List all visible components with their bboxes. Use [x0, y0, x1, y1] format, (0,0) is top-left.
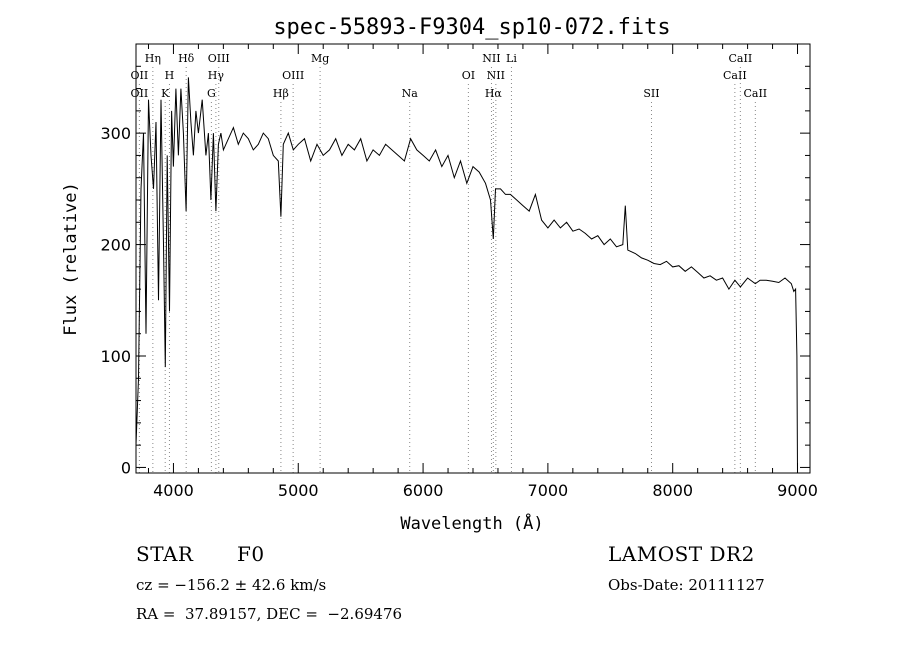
survey-name: LAMOST DR2	[608, 542, 755, 566]
redshift-velocity: cz = −156.2 ± 42.6 km/s	[136, 576, 327, 594]
x-tick-label: 7000	[528, 481, 569, 500]
line-marker-label: OIII	[208, 52, 230, 65]
line-marker-label: CaII	[723, 69, 747, 82]
observation-date: Obs-Date: 20111127	[608, 576, 765, 594]
spectrum-line	[135, 77, 798, 474]
y-tick-label: 300	[100, 124, 131, 143]
y-tick-label: 200	[100, 236, 131, 255]
x-axis-title: Wavelength (Å)	[400, 512, 543, 534]
x-tick-label: 4000	[153, 481, 194, 500]
line-marker-label: NII	[487, 69, 505, 82]
line-marker-label: Hγ	[208, 69, 225, 82]
x-tick-label: 6000	[403, 481, 444, 500]
line-marker-label: OIII	[282, 69, 304, 82]
line-marker-label: OI	[462, 69, 475, 82]
line-marker-label: CaII	[743, 87, 767, 100]
object-subclass: F0	[237, 542, 265, 566]
chart-title: spec-55893-F9304_sp10-072.fits	[273, 15, 670, 40]
plot-frame	[135, 43, 811, 474]
axis-tick-labels: 4000 5000 6000 7000 8000 9000 0 100 200 300	[100, 124, 817, 500]
object-class: STAR	[136, 542, 194, 566]
line-marker-label: NII	[482, 52, 500, 65]
line-marker-label: Hη	[145, 52, 161, 65]
line-marker-label: G	[207, 87, 216, 100]
x-tick-label: 5000	[278, 481, 319, 500]
line-marker-label: OII	[131, 87, 149, 100]
line-marker-label: Hα	[485, 87, 503, 100]
y-axis-title: Flux (relative)	[61, 182, 81, 336]
line-marker-label: SII	[643, 87, 659, 100]
line-marker-label: Hβ	[273, 87, 289, 100]
line-marker-label: Mg	[311, 52, 329, 65]
x-tick-label: 8000	[652, 481, 693, 500]
coordinates: RA = 37.89157, DEC = −2.69476	[136, 605, 403, 623]
line-marker-label: K	[161, 87, 170, 100]
axis-ticks	[136, 44, 810, 473]
line-marker-label: H	[165, 69, 175, 82]
line-marker-label: Hδ	[178, 52, 195, 65]
line-marker-label: Li	[506, 52, 517, 65]
line-marker-label: Na	[402, 87, 419, 100]
spectral-line-markers	[138, 67, 756, 473]
y-tick-label: 100	[100, 347, 131, 366]
line-marker-label: CaII	[729, 52, 753, 65]
x-tick-label: 9000	[777, 481, 818, 500]
y-tick-label: 0	[121, 458, 131, 477]
line-marker-label: OII	[131, 69, 149, 82]
